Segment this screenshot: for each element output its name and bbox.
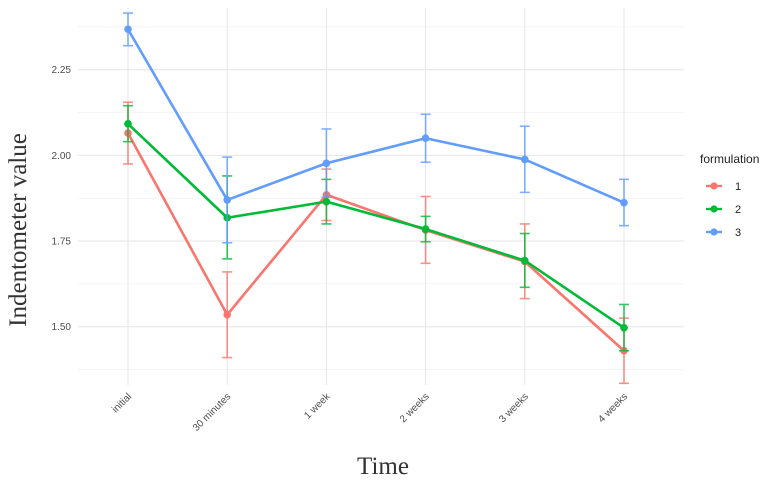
legend-label: 2 — [735, 204, 741, 216]
y-axis-title: Indentometer value — [5, 133, 32, 327]
series-2 — [123, 104, 629, 352]
data-point — [124, 25, 132, 34]
grid — [78, 8, 684, 385]
series-1 — [123, 101, 629, 385]
data-point — [322, 159, 331, 168]
y-tick-label: 2.25 — [52, 65, 72, 76]
data-point — [521, 155, 529, 164]
legend-key-point — [710, 228, 718, 236]
data-point — [322, 197, 331, 206]
x-tick-label: 3 weeks — [497, 391, 531, 425]
series-line — [126, 28, 625, 204]
legend-item-2: 2 — [706, 204, 741, 216]
y-tick-label: 1.75 — [52, 237, 72, 248]
x-tick-label: 30 minutes — [191, 391, 233, 433]
legend-item-3: 3 — [706, 227, 741, 239]
series-line — [126, 132, 625, 352]
legend: formulation 1 2 3 — [700, 152, 759, 239]
legend-label: 3 — [735, 227, 741, 239]
data-point — [421, 225, 430, 233]
legend-label: 1 — [735, 181, 741, 193]
x-axis-title: Time — [357, 453, 409, 480]
data-point — [620, 323, 628, 332]
x-axis-tick-labels: initial 30 minutes 1 week 2 weeks 3 weeks 4 w… — [110, 391, 630, 434]
legend-key-point — [710, 182, 718, 190]
legend-item-1: 1 — [706, 181, 741, 193]
legend-key-point — [710, 205, 718, 213]
data-point — [521, 256, 529, 265]
y-tick-label: 1.50 — [52, 322, 72, 333]
y-axis-tick-labels: 1.50 1.75 2.00 2.25 — [52, 65, 72, 333]
data-point — [124, 120, 132, 128]
x-tick-label: initial — [110, 391, 134, 415]
plot-area — [123, 12, 629, 385]
data-point — [223, 196, 231, 204]
data-point — [620, 198, 628, 207]
series-line — [127, 122, 625, 329]
data-point — [223, 310, 231, 319]
data-point — [421, 134, 430, 143]
x-tick-label: 1 week — [302, 391, 333, 422]
legend-title: formulation — [700, 152, 759, 166]
x-tick-label: 4 weeks — [596, 391, 630, 425]
x-tick-label: 2 weeks — [398, 391, 432, 425]
y-tick-label: 2.00 — [52, 151, 72, 162]
series-3 — [123, 12, 629, 244]
